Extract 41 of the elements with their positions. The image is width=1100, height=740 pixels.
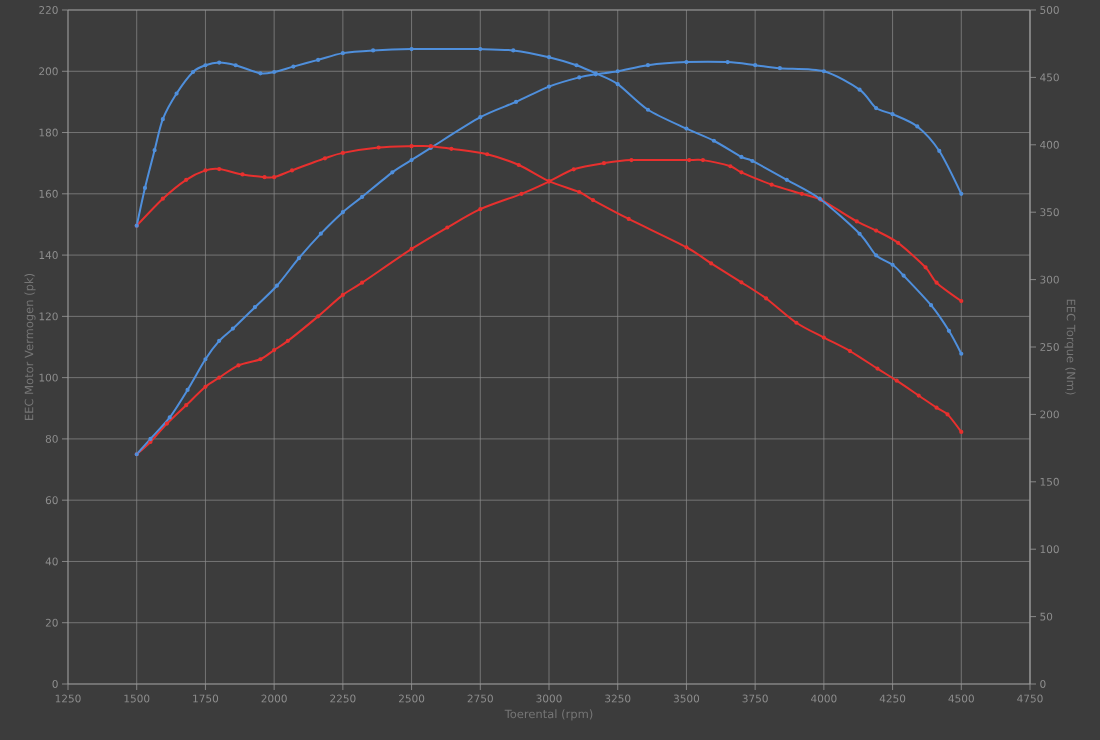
y2-tick-label: 0	[1040, 680, 1046, 688]
x-tick-label: 1500	[124, 694, 150, 703]
x-tick-label: 2000	[261, 694, 287, 703]
y-tick-label: 140	[39, 251, 58, 260]
y2-tick-label: 300	[1040, 275, 1059, 284]
y-tick-label: 220	[39, 6, 58, 14]
x-tick-label: 3250	[605, 694, 631, 703]
y-tick-label: 20	[45, 618, 58, 627]
x-tick-label: 2250	[330, 694, 356, 703]
y-tick-label: 180	[39, 128, 58, 137]
y-axis-title: EEC Motor Vermogen (pk)	[24, 273, 36, 420]
x-tick-label: 2500	[398, 694, 425, 703]
y2-tick-label: 100	[1040, 545, 1059, 554]
y-tick-label: 200	[39, 67, 58, 76]
y2-tick-label: 150	[1040, 477, 1059, 486]
y2-tick-label: 400	[1040, 140, 1059, 149]
x-tick-label: 3500	[673, 694, 700, 703]
y2-tick-label: 50	[1040, 612, 1053, 621]
y-tick-label: 100	[39, 373, 58, 382]
x-tick-label: 4250	[879, 694, 906, 703]
y2-axis-title: EEC Torque (Nm)	[1064, 299, 1076, 395]
x-tick-label: 4750	[1017, 694, 1043, 703]
y-tick-label: 160	[39, 189, 58, 198]
y2-tick-label: 250	[1040, 343, 1059, 351]
y-tick-label: 120	[39, 312, 58, 321]
y2-tick-label: 350	[1040, 208, 1059, 217]
x-axis-title: Toerental (rpm)	[504, 709, 593, 721]
y2-tick-label: 450	[1040, 73, 1059, 82]
y2-tick-label: 200	[1040, 410, 1059, 419]
y-tick-label: 60	[45, 496, 58, 505]
y2-tick-label: 500	[1040, 6, 1059, 14]
y-tick-label: 0	[52, 680, 58, 688]
x-tick-label: 3750	[742, 694, 768, 703]
y-tick-label: 40	[45, 557, 58, 566]
x-tick-label: 1750	[193, 694, 219, 703]
x-tick-label: 1250	[55, 694, 81, 703]
x-tick-label: 3000	[536, 694, 562, 703]
x-tick-label: 4500	[948, 694, 974, 703]
x-tick-label: 4000	[811, 694, 837, 703]
y-tick-label: 80	[45, 434, 58, 443]
x-tick-label: 2750	[467, 694, 493, 703]
